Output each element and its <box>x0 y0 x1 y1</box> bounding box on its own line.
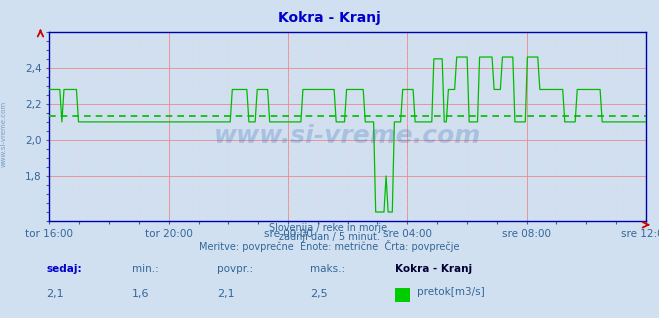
Text: 2,1: 2,1 <box>217 289 235 299</box>
Text: Kokra - Kranj: Kokra - Kranj <box>278 11 381 25</box>
Text: zadnji dan / 5 minut.: zadnji dan / 5 minut. <box>279 232 380 242</box>
Text: sedaj:: sedaj: <box>46 264 82 274</box>
Text: 2,1: 2,1 <box>46 289 64 299</box>
Text: min.:: min.: <box>132 264 159 274</box>
Text: pretok[m3/s]: pretok[m3/s] <box>417 287 485 297</box>
Text: povpr.:: povpr.: <box>217 264 254 274</box>
Text: Kokra - Kranj: Kokra - Kranj <box>395 264 473 274</box>
Text: 2,5: 2,5 <box>310 289 328 299</box>
Text: 1,6: 1,6 <box>132 289 150 299</box>
Text: www.si-vreme.com: www.si-vreme.com <box>214 124 481 148</box>
Text: www.si-vreme.com: www.si-vreme.com <box>1 100 7 167</box>
Text: maks.:: maks.: <box>310 264 345 274</box>
Text: Meritve: povprečne  Enote: metrične  Črta: povprečje: Meritve: povprečne Enote: metrične Črta:… <box>199 240 460 252</box>
Text: Slovenija / reke in morje.: Slovenija / reke in morje. <box>269 223 390 232</box>
